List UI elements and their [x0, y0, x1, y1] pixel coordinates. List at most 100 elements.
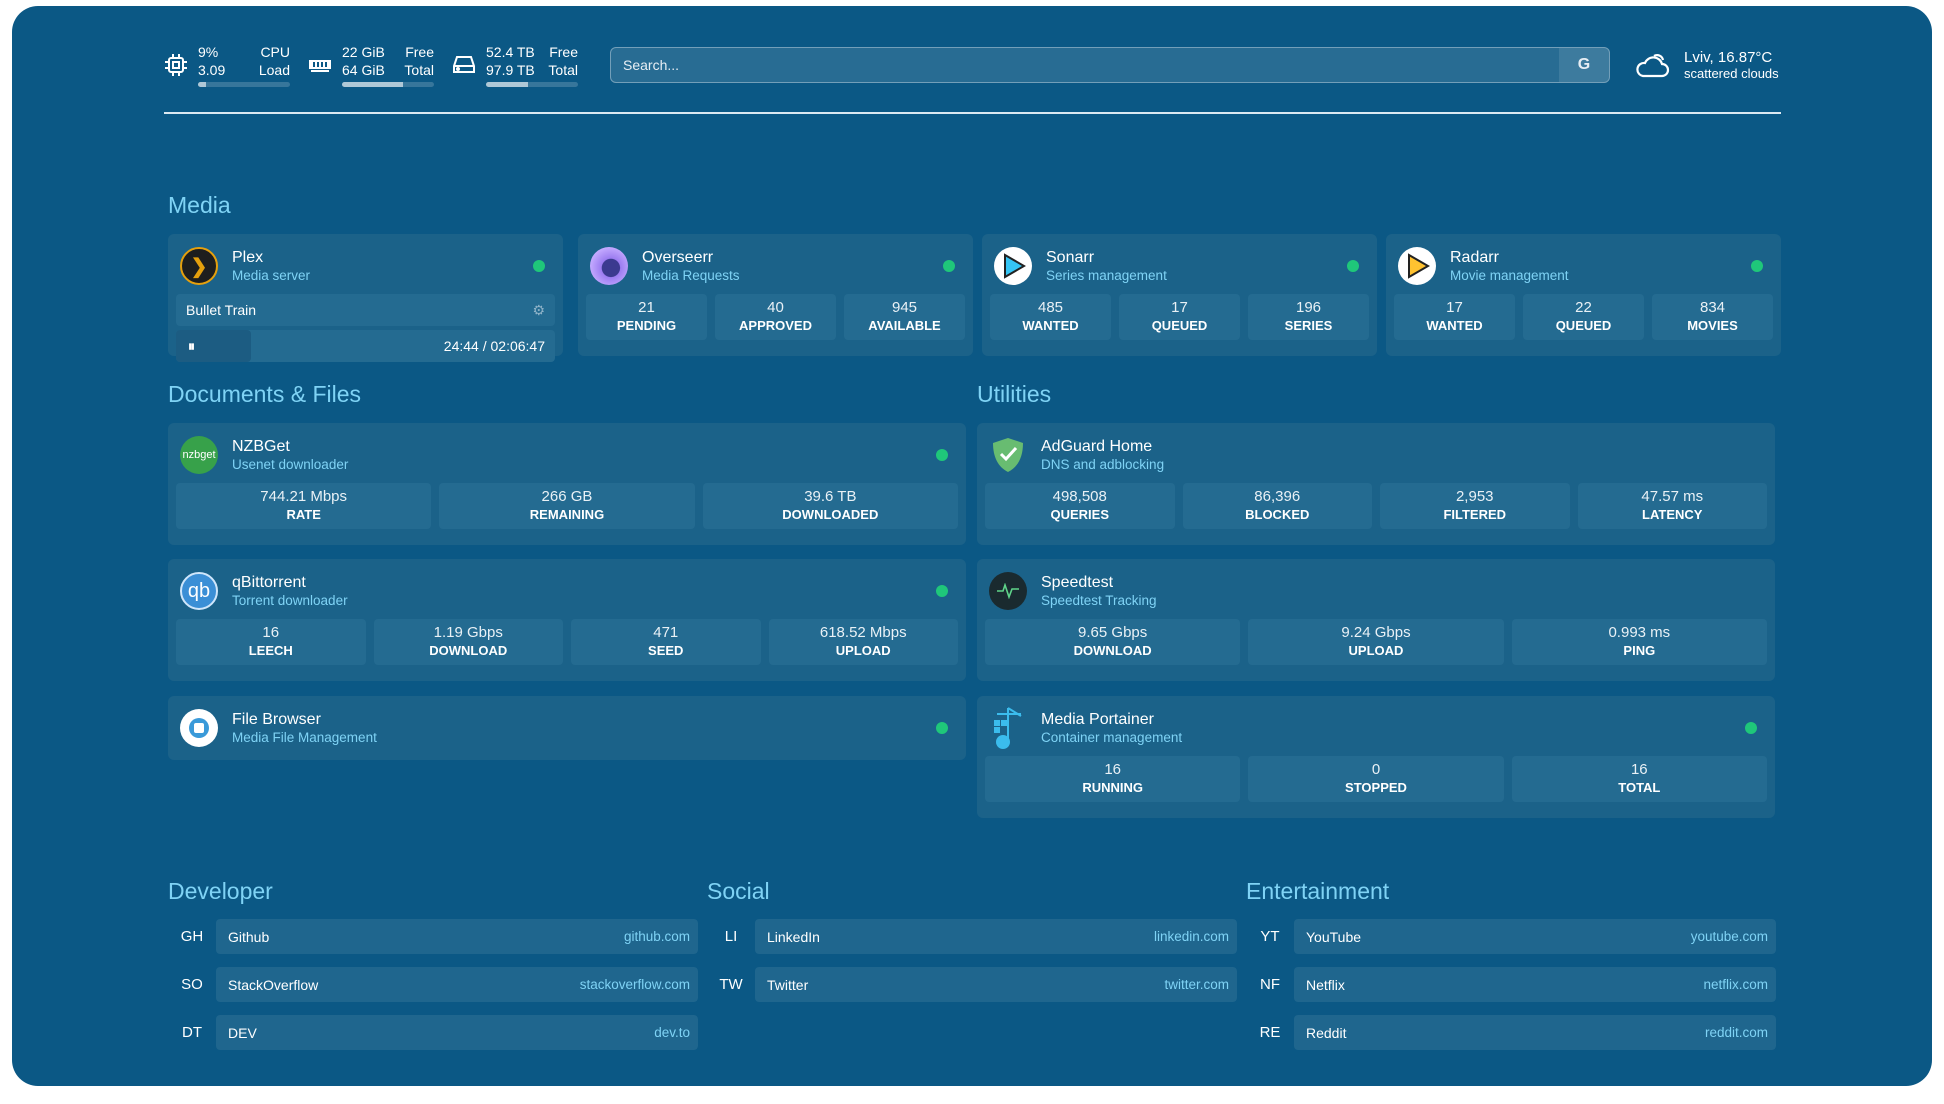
service-card-speedtest[interactable]: Speedtest Speedtest Tracking 9.65 Gbps DOWN…	[977, 559, 1775, 681]
disk-free-value: 52.4 TB	[486, 44, 535, 60]
cpu-widget: 9% CPU 3.09 Load	[164, 43, 290, 87]
stat-label: QUEUED	[1151, 318, 1208, 333]
bookmark-stackoverflow[interactable]: SO StackOverflow stackoverflow.com	[168, 967, 698, 1002]
bookmark-url: youtube.com	[1690, 929, 1768, 944]
section-title-social: Social	[707, 878, 770, 904]
dashboard: 9% CPU 3.09 Load 22 GiB Free 64 GiB Total 52…	[12, 6, 1932, 1086]
stat-block: 16 TOTAL	[1511, 756, 1767, 802]
bookmark-name: Github	[228, 928, 270, 945]
bookmark-twitter[interactable]: TW Twitter twitter.com	[707, 967, 1237, 1002]
service-name: Overseerr	[642, 248, 714, 266]
stat-value: 17	[1446, 299, 1463, 316]
service-card-adguard-home[interactable]: AdGuard Home DNS and adblocking 498,508 QUE…	[977, 423, 1775, 545]
stat-block: 618.52 Mbps UPLOAD	[768, 619, 958, 665]
stat-block: 16 RUNNING	[985, 756, 1241, 802]
bookmark-abbr: NF	[1260, 976, 1280, 993]
service-description: Container management	[1041, 729, 1183, 745]
service-name: Sonarr	[1046, 248, 1095, 266]
stat-block: 485 WANTED	[990, 294, 1111, 340]
stat-value: 21	[638, 299, 655, 316]
memory-bar	[342, 82, 434, 87]
service-card-radarr[interactable]: Radarr Movie management 17 WANTED 22 QUEUED 83…	[1386, 234, 1781, 356]
bookmark-name: StackOverflow	[228, 976, 319, 993]
bookmark-reddit[interactable]: RE Reddit reddit.com	[1246, 1015, 1776, 1050]
service-card-sonarr[interactable]: Sonarr Series management 485 WANTED 17 QUEUED…	[982, 234, 1377, 356]
service-card-media-portainer[interactable]: Media Portainer Container management 16 RUN…	[977, 696, 1775, 818]
bookmark-url: dev.to	[654, 1025, 690, 1040]
service-card-qbittorrent[interactable]: qb qBittorrent Torrent downloader 16 LEECH 1.…	[168, 559, 966, 681]
service-card-overseerr[interactable]: Overseerr Media Requests 21 PENDING 40 APPROV…	[578, 234, 973, 356]
stat-block: 471 SEED	[571, 619, 761, 665]
load-label: Load	[258, 62, 290, 78]
now-playing-title: Bullet Train	[186, 302, 257, 318]
bookmark-youtube[interactable]: YT YouTube youtube.com	[1246, 919, 1776, 954]
search-box: G	[610, 47, 1610, 83]
disk-bar	[486, 82, 578, 87]
disk-total-value: 97.9 TB	[486, 62, 535, 78]
stat-label: TOTAL	[1618, 780, 1661, 795]
bookmark-github[interactable]: GH Github github.com	[168, 919, 698, 954]
stat-label: QUERIES	[1050, 507, 1109, 522]
stat-label: UPLOAD	[1348, 643, 1404, 658]
playback-time: 24:44 / 02:06:47	[443, 338, 545, 354]
bookmark-url: stackoverflow.com	[579, 977, 690, 992]
service-description: Media server	[232, 267, 311, 283]
stat-block: 16 LEECH	[176, 619, 366, 665]
disk-widget: 52.4 TB Free 97.9 TB Total	[452, 43, 578, 87]
bookmark-abbr: DT	[182, 1024, 202, 1041]
search-input[interactable]	[611, 57, 1559, 73]
memory-free-label: Free	[405, 44, 434, 60]
cpu-label: CPU	[260, 44, 290, 60]
weather-widget[interactable]: Lviv, 16.87°C scattered clouds	[1634, 49, 1779, 81]
stats-row: 9.65 Gbps DOWNLOAD 9.24 Gbps UPLOAD 0.993 ms…	[985, 619, 1767, 665]
memory-widget: 22 GiB Free 64 GiB Total	[308, 43, 434, 87]
stat-block: 21 PENDING	[586, 294, 707, 340]
stats-row: 21 PENDING 40 APPROVED 945 AVAILABLE	[586, 294, 965, 340]
stat-value: 485	[1037, 299, 1064, 316]
cpu-bar	[198, 82, 290, 87]
service-description: Usenet downloader	[232, 456, 349, 472]
status-indicator	[943, 260, 955, 272]
bookmark-linkedin[interactable]: LI LinkedIn linkedin.com	[707, 919, 1237, 954]
stat-label: STOPPED	[1345, 780, 1407, 795]
stat-block: 498,508 QUERIES	[985, 483, 1175, 529]
bookmark-netflix[interactable]: NF Netflix netflix.com	[1246, 967, 1776, 1002]
service-card-plex[interactable]: ❯ Plex Media server Bullet Train ⚙ ⏸ 24:44 …	[168, 234, 563, 362]
service-description: DNS and adblocking	[1041, 456, 1165, 472]
qbittorrent-icon: qb	[180, 572, 218, 610]
stat-value: 0	[1371, 761, 1381, 778]
stat-label: SERIES	[1284, 318, 1333, 333]
bookmark-url: reddit.com	[1704, 1025, 1768, 1040]
service-card-file-browser[interactable]: File Browser Media File Management	[168, 696, 966, 760]
bookmark-dev[interactable]: DT DEV dev.to	[168, 1015, 698, 1050]
service-description: Media File Management	[232, 729, 377, 745]
stat-block: 0 STOPPED	[1248, 756, 1504, 802]
stat-block: 744.21 Mbps RATE	[176, 483, 432, 529]
speedtest-icon	[989, 572, 1027, 610]
settings-icon[interactable]: ⚙	[532, 301, 545, 318]
service-card-nzbget[interactable]: nzbget NZBGet Usenet downloader 744.21 Mbps…	[168, 423, 966, 545]
pause-button[interactable]: ⏸	[176, 330, 251, 362]
stat-value: 86,396	[1254, 488, 1301, 505]
service-description: Media Requests	[642, 267, 740, 283]
stat-value: 618.52 Mbps	[819, 624, 907, 641]
stat-value: 1.19 Gbps	[433, 624, 503, 641]
radarr-icon	[1398, 247, 1436, 285]
search-provider-button[interactable]: G	[1559, 48, 1609, 82]
stat-label: FILTERED	[1443, 507, 1507, 522]
stat-label: REMAINING	[529, 507, 605, 522]
stat-label: LATENCY	[1642, 507, 1703, 522]
sonarr-icon	[994, 247, 1032, 285]
stat-label: DOWNLOAD	[429, 643, 508, 658]
service-name: File Browser	[232, 710, 321, 728]
status-indicator	[1745, 722, 1757, 734]
stat-block: 945 AVAILABLE	[844, 294, 965, 340]
cloud-icon	[1636, 54, 1670, 78]
memory-icon	[309, 60, 331, 72]
portainer-icon	[989, 707, 1027, 749]
stats-row: 16 RUNNING 0 STOPPED 16 TOTAL	[985, 756, 1767, 802]
service-name: Plex	[232, 248, 264, 266]
stat-block: 9.65 Gbps DOWNLOAD	[985, 619, 1241, 665]
stat-value: 17	[1171, 299, 1188, 316]
service-name: qBittorrent	[232, 573, 306, 591]
